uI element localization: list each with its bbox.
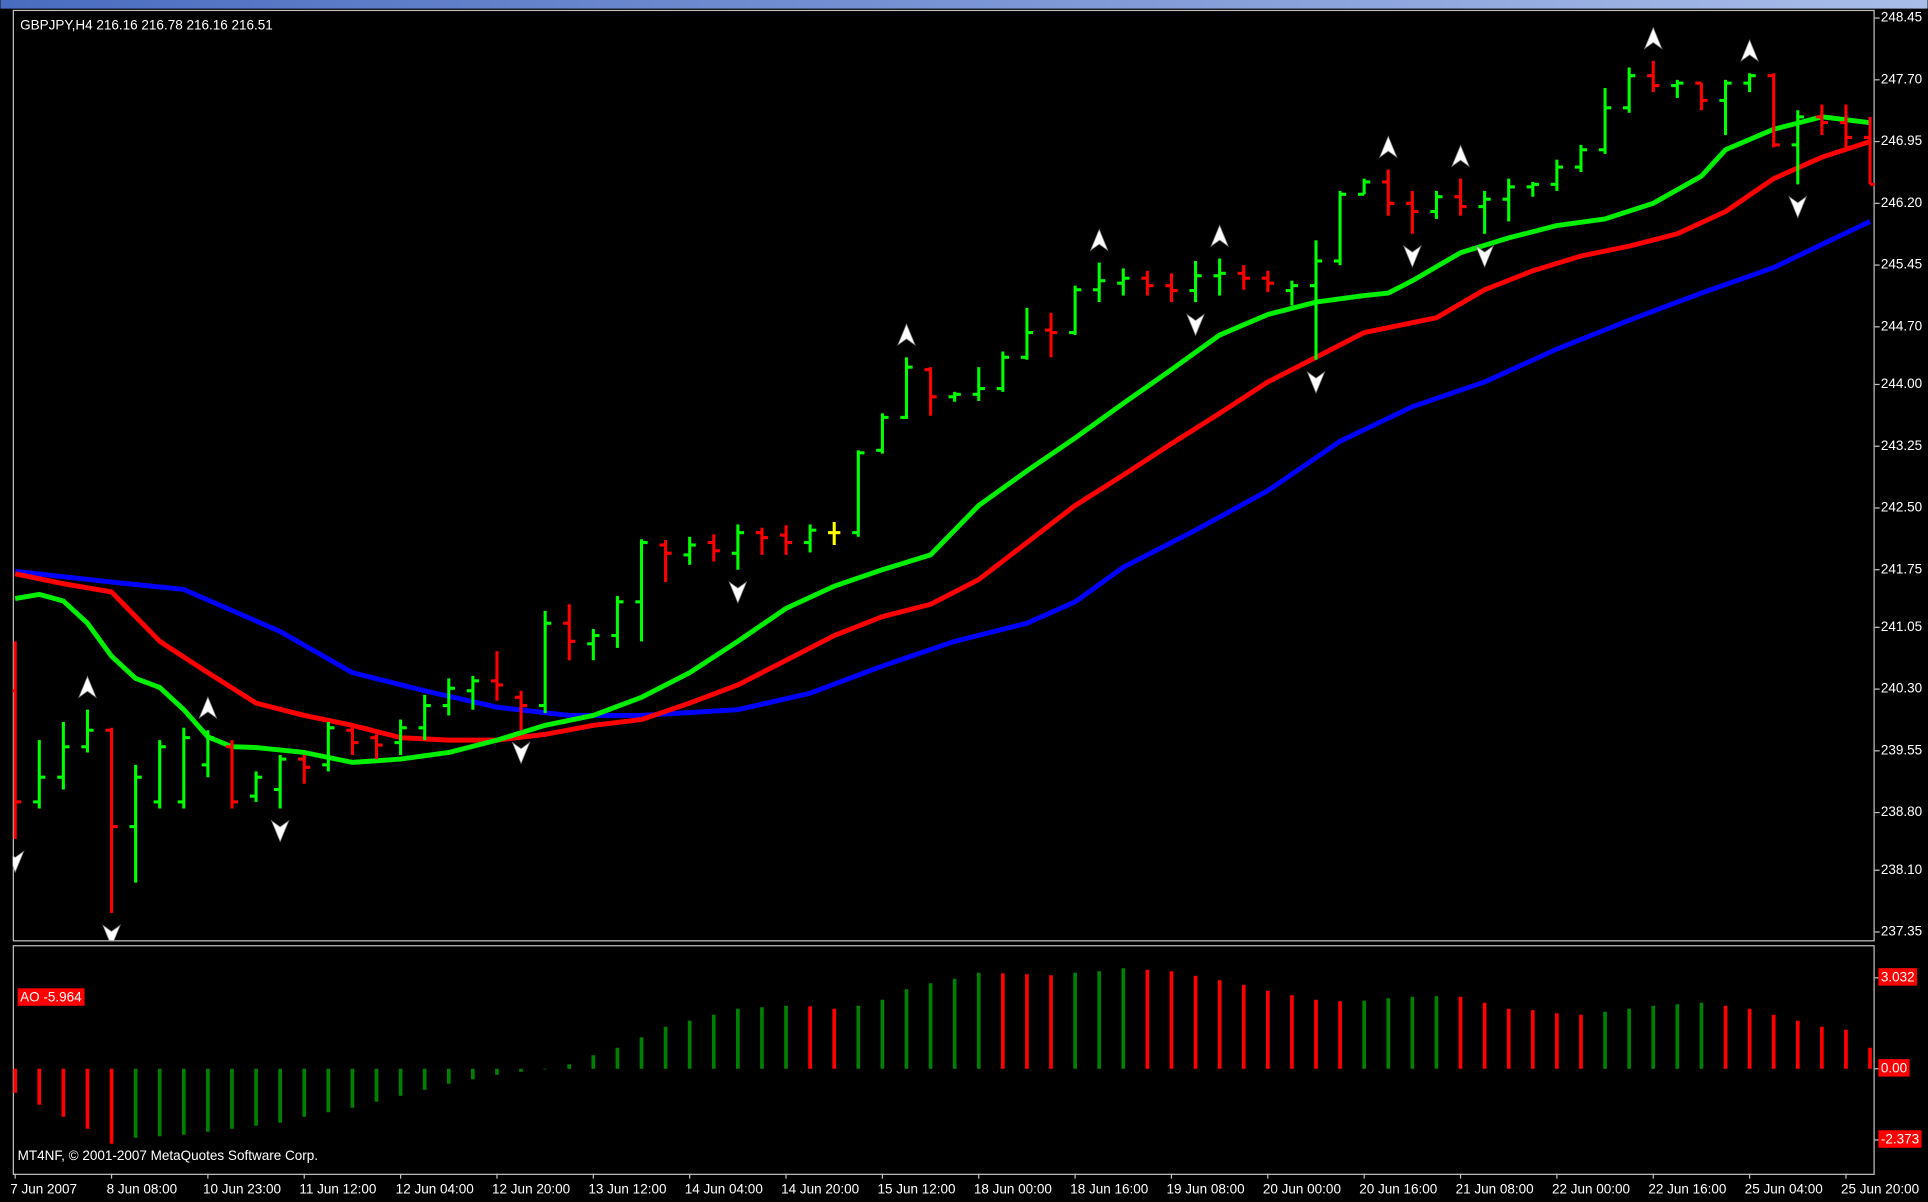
price-panel-border: [12, 9, 1875, 942]
fractal-up: [897, 323, 916, 347]
x-tick-label: 13 Jun 12:00: [588, 1181, 666, 1196]
x-tick-label: 10 Jun 23:00: [203, 1181, 281, 1196]
x-tick-label: 18 Jun 00:00: [974, 1181, 1052, 1196]
fractal-up: [1210, 224, 1230, 248]
x-tick-label: 12 Jun 04:00: [396, 1181, 474, 1196]
chart-title: GBPJPY,H4 216.16 216.78 216.16 216.51: [20, 17, 273, 32]
y-tick-label: 237.35: [1881, 924, 1922, 939]
y-tick-label: 238.10: [1881, 862, 1922, 877]
fractal-up: [78, 675, 97, 699]
x-tick-label: 12 Jun 20:00: [492, 1181, 570, 1196]
fractal-down: [1788, 195, 1808, 219]
x-tick-label: 25 Jun 04:00: [1745, 1181, 1823, 1196]
fractal-up: [198, 696, 218, 720]
indicator-label-bg: [17, 988, 85, 1006]
y-tick-label: 246.95: [1881, 133, 1922, 148]
y-tick-label: 244.70: [1881, 318, 1922, 333]
x-tick-label: 14 Jun 04:00: [685, 1181, 763, 1196]
fractal-down: [270, 819, 290, 843]
moving-average: [14, 139, 1871, 743]
fractal-down: [511, 741, 531, 765]
x-tick-label: 19 Jun 08:00: [1167, 1181, 1245, 1196]
y-tick-label: 244.00: [1881, 376, 1922, 391]
fractal-down: [1306, 370, 1326, 394]
y-tick-label-bg: [1878, 968, 1918, 986]
x-tick-label: 20 Jun 00:00: [1263, 1181, 1341, 1196]
fractal-down: [102, 924, 121, 941]
ao-plot: [13, 968, 1872, 1144]
y-tick-label-bg: [1878, 1059, 1910, 1077]
fractal-down: [1186, 313, 1205, 337]
y-tick-label: -2.373: [1881, 1131, 1919, 1146]
axes: 248.45 247.70 246.95 246.20 245.45 244.70 244.…: [10, 10, 1922, 1197]
x-tick-label: 21 Jun 08:00: [1456, 1181, 1534, 1196]
y-tick-label: 3.032: [1881, 969, 1915, 984]
indicator-label: AO -5.964: [20, 990, 82, 1005]
ao-panel-border: [12, 945, 1875, 1175]
fractal-up: [1643, 26, 1663, 50]
copyright: MT4NF, © 2001-2007 MetaQuotes Software C…: [18, 1148, 318, 1163]
moving-average: [14, 114, 1871, 765]
y-tick-label: 242.50: [1881, 500, 1922, 515]
x-tick-label: 14 Jun 20:00: [781, 1181, 859, 1196]
y-tick-label-bg: [1878, 1130, 1922, 1148]
x-tick-label: 25 Jun 20:00: [1841, 1181, 1919, 1196]
x-tick-label: 22 Jun 16:00: [1648, 1181, 1726, 1196]
y-tick-label: 239.55: [1881, 742, 1922, 757]
y-tick-label: 248.45: [1881, 10, 1922, 25]
fractal-up: [1740, 39, 1760, 62]
x-tick-label: 8 Jun 08:00: [107, 1181, 178, 1196]
x-tick-label: 11 Jun 12:00: [299, 1181, 376, 1196]
x-tick-label: 15 Jun 12:00: [877, 1181, 955, 1196]
window-frame: [0, 0, 1928, 9]
fractal-down: [1475, 245, 1495, 268]
fractal-up: [1089, 228, 1109, 252]
y-tick-label: 0.00: [1881, 1060, 1907, 1075]
x-tick-label: 22 Jun 00:00: [1552, 1181, 1630, 1196]
y-tick-label: 240.30: [1881, 681, 1922, 696]
moving-average: [14, 219, 1872, 718]
y-tick-label: 246.20: [1881, 195, 1922, 210]
y-tick-label: 245.45: [1881, 257, 1922, 272]
fractal-down: [728, 580, 748, 604]
x-tick-label: 7 Jun 2007: [10, 1181, 77, 1196]
price-plot: [12, 26, 1875, 941]
fractal-up: [1378, 135, 1398, 159]
y-tick-label: 238.80: [1881, 804, 1922, 819]
fractal-down: [12, 850, 25, 874]
y-tick-label: 247.70: [1881, 71, 1922, 86]
x-tick-label: 20 Jun 16:00: [1359, 1181, 1437, 1196]
fractal-down: [1402, 245, 1422, 268]
y-tick-label: 241.05: [1881, 619, 1922, 634]
y-tick-label: 243.25: [1881, 438, 1922, 453]
x-tick-label: 18 Jun 16:00: [1070, 1181, 1148, 1196]
y-tick-label: 241.75: [1881, 561, 1922, 576]
fractal-up: [1451, 144, 1470, 168]
